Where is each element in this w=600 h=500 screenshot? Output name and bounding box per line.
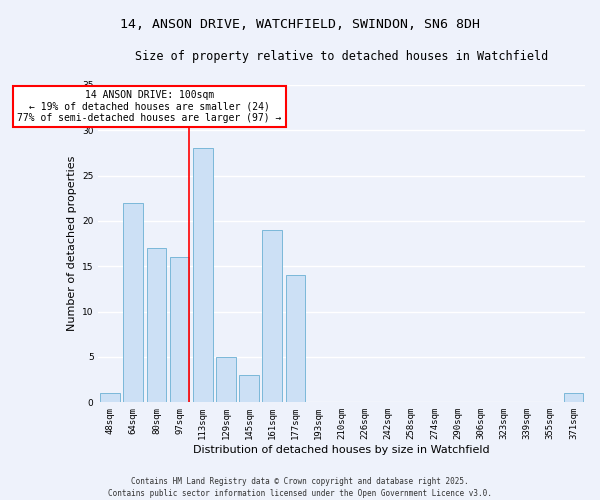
Bar	[563, 394, 583, 402]
Y-axis label: Number of detached properties: Number of detached properties	[67, 156, 77, 332]
Text: 14, ANSON DRIVE, WATCHFIELD, SWINDON, SN6 8DH: 14, ANSON DRIVE, WATCHFIELD, SWINDON, SN…	[120, 18, 480, 30]
Text: Contains HM Land Registry data © Crown copyright and database right 2025.
Contai: Contains HM Land Registry data © Crown c…	[108, 476, 492, 498]
Bar	[146, 248, 166, 402]
X-axis label: Distribution of detached houses by size in Watchfield: Distribution of detached houses by size …	[193, 445, 490, 455]
Title: Size of property relative to detached houses in Watchfield: Size of property relative to detached ho…	[135, 50, 548, 63]
Bar	[239, 375, 259, 402]
Bar	[124, 203, 143, 402]
Bar	[193, 148, 212, 402]
Bar	[100, 394, 120, 402]
Bar	[170, 258, 190, 402]
Text: 14 ANSON DRIVE: 100sqm
← 19% of detached houses are smaller (24)
77% of semi-det: 14 ANSON DRIVE: 100sqm ← 19% of detached…	[17, 90, 281, 122]
Bar	[262, 230, 282, 402]
Bar	[286, 276, 305, 402]
Bar	[216, 357, 236, 403]
